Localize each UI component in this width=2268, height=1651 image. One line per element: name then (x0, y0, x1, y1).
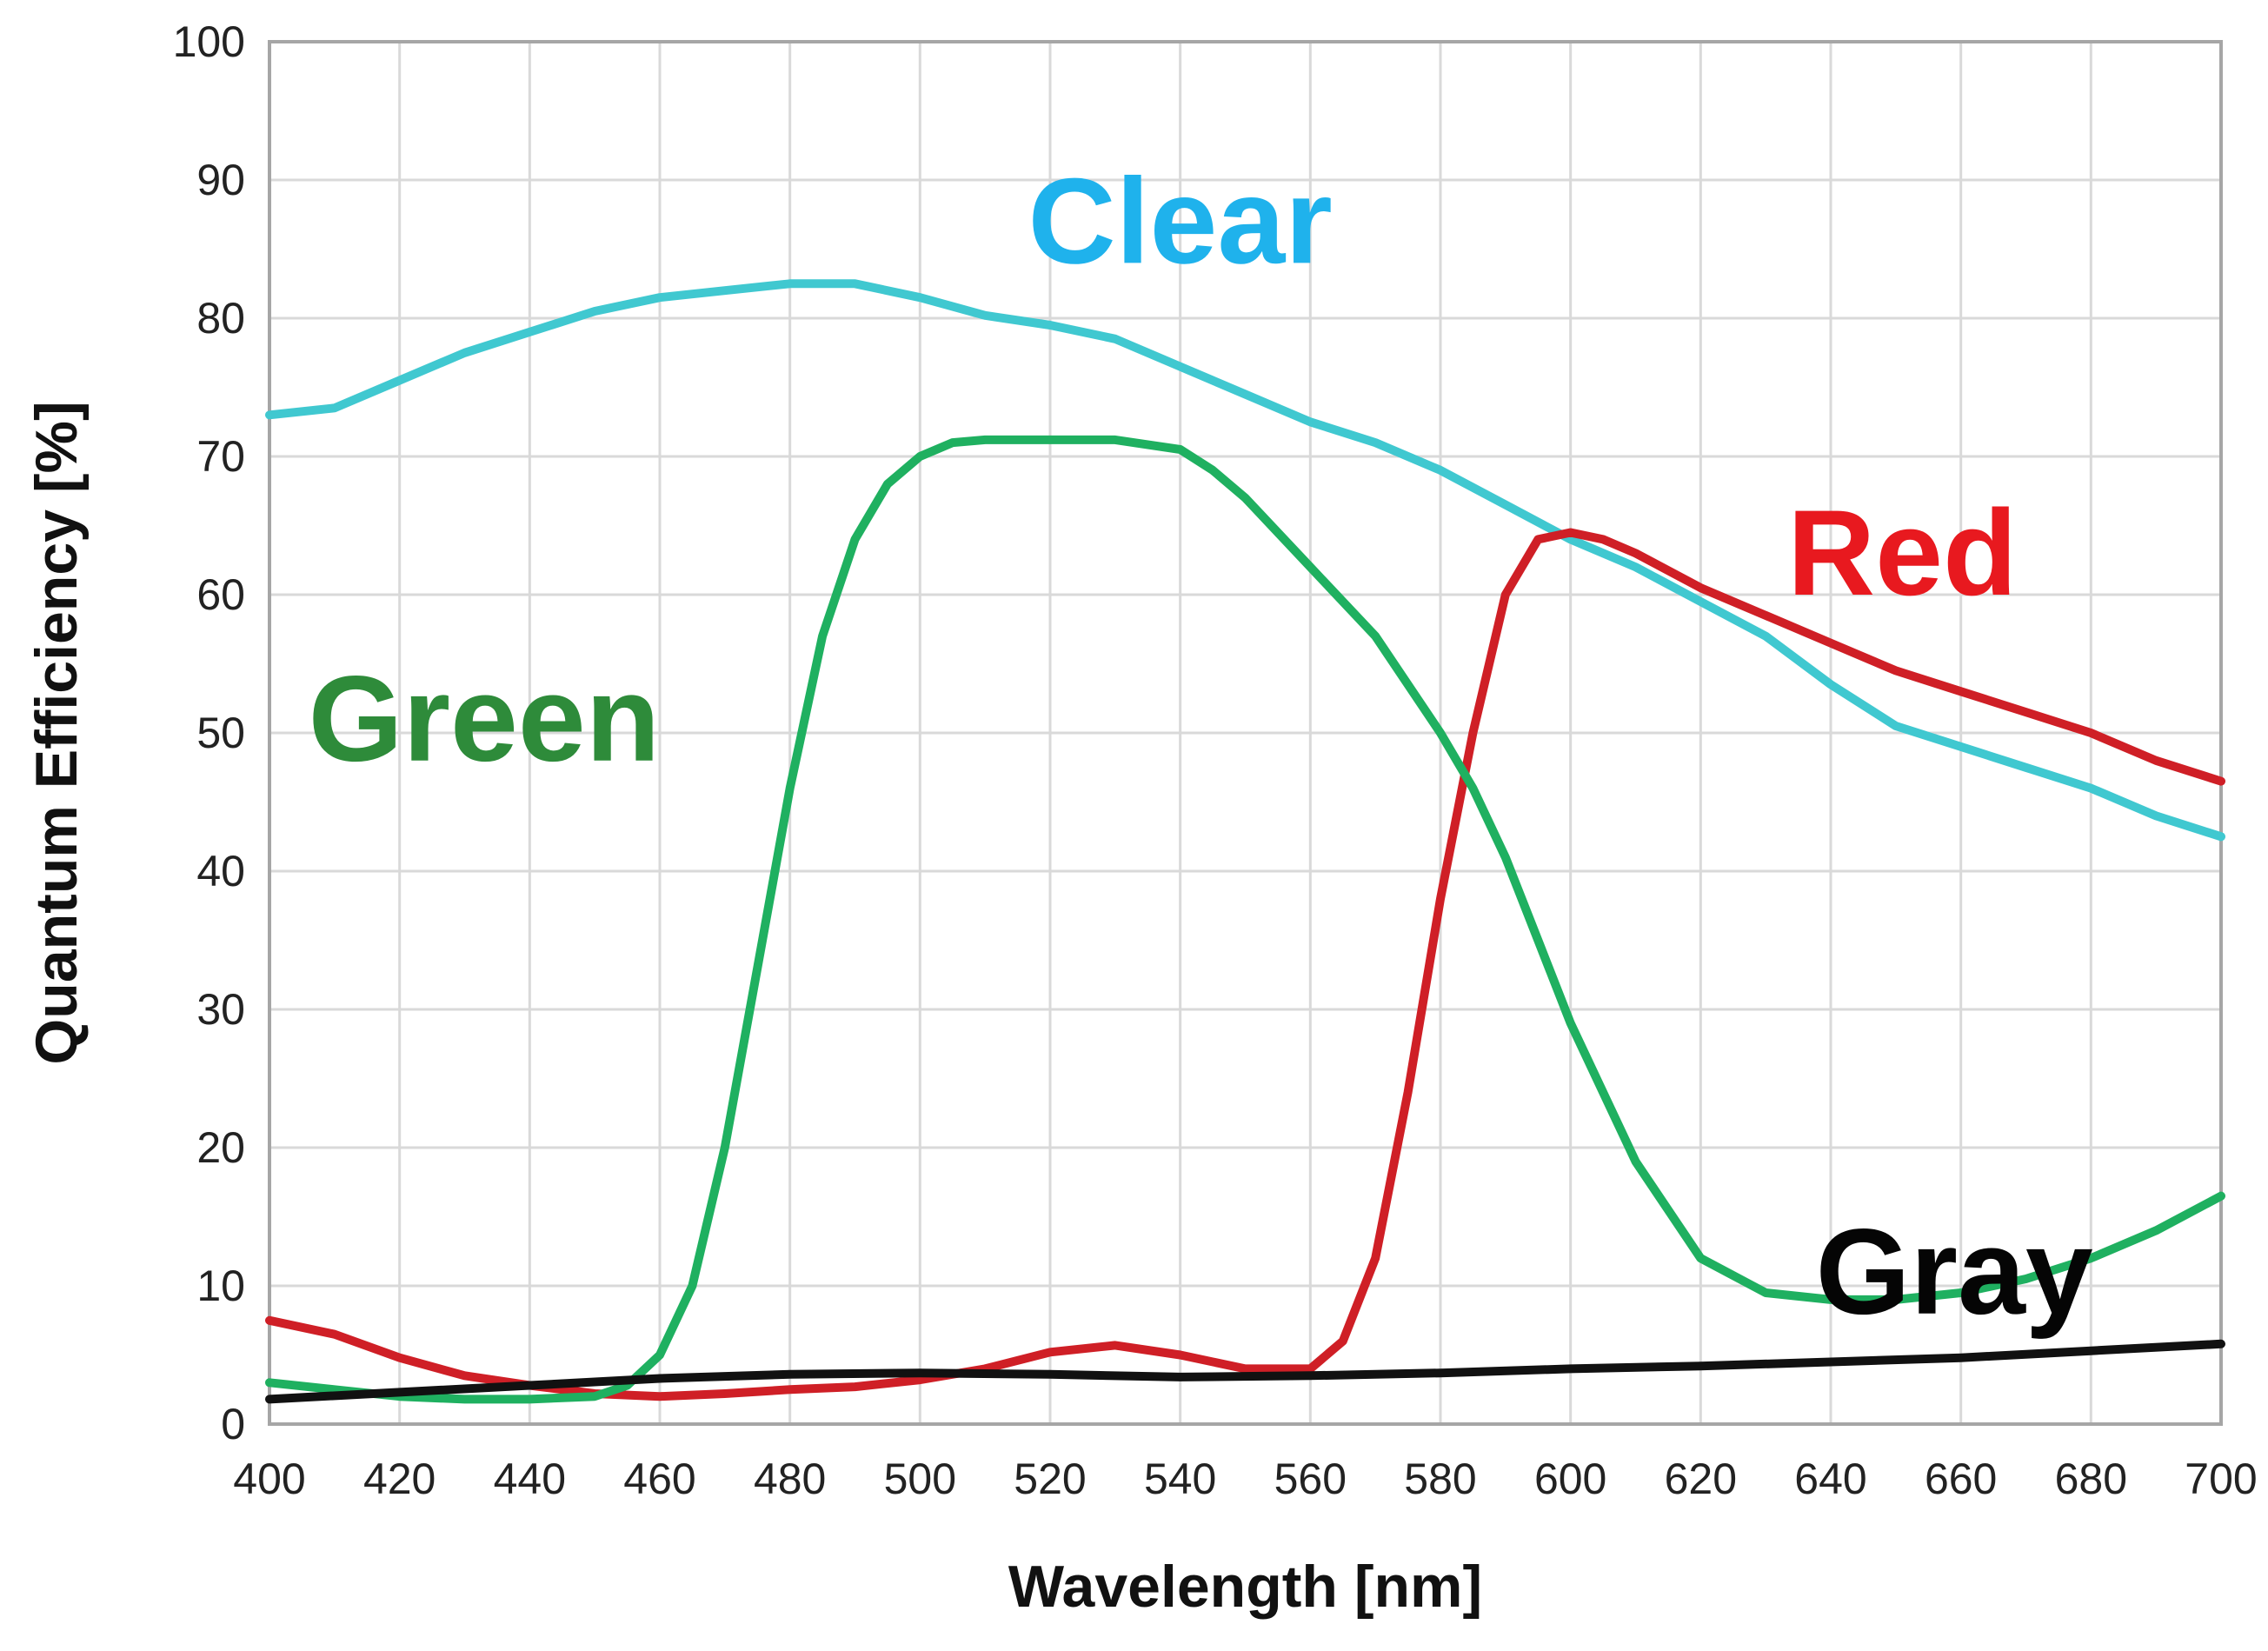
x-tick-label: 440 (494, 1455, 566, 1503)
plot-area-frame (268, 40, 2223, 1426)
y-tick-label: 0 (221, 1400, 245, 1448)
x-tick-labels: 400 420 440 460 480 500 520 540 560 580 600 620 640 6… (233, 1455, 2257, 1503)
x-tick-label: 520 (1014, 1455, 1086, 1503)
series-line-gray (265, 1339, 2225, 1404)
x-tick-label: 580 (1404, 1455, 1476, 1503)
y-tick-label: 40 (196, 847, 245, 895)
x-tick-label: 400 (233, 1455, 305, 1503)
y-tick-labels: 0 10 20 30 40 50 60 70 80 90 100 (173, 17, 245, 1448)
x-tick-label: 460 (623, 1455, 695, 1503)
y-tick-label: 30 (196, 985, 245, 1034)
x-tick-label: 420 (363, 1455, 436, 1503)
y-tick-label: 90 (196, 156, 245, 204)
x-tick-label: 560 (1274, 1455, 1347, 1503)
y-tick-label: 70 (196, 432, 245, 481)
y-tick-label: 50 (196, 709, 245, 757)
series-line-red (265, 528, 2225, 1401)
series-lines (265, 279, 2225, 1404)
series-label-clear: Clear (1028, 152, 1333, 289)
series-label-gray: Gray (1816, 1203, 2093, 1340)
series-labels: Clear Green Red Gray (309, 152, 2093, 1339)
y-tick-label: 60 (196, 570, 245, 619)
x-tick-label: 680 (2055, 1455, 2127, 1503)
x-tick-label: 480 (754, 1455, 826, 1503)
y-tick-label: 20 (196, 1123, 245, 1172)
y-tick-label: 80 (196, 294, 245, 343)
x-tick-label: 640 (1794, 1455, 1866, 1503)
series-line-clear (265, 279, 2225, 842)
y-tick-label: 100 (173, 17, 245, 66)
y-axis-title: Quantum Efficiency [%] (23, 401, 90, 1064)
x-tick-label: 500 (884, 1455, 956, 1503)
x-tick-label: 700 (2185, 1455, 2257, 1503)
y-tick-label: 10 (196, 1262, 245, 1310)
x-tick-label: 660 (1925, 1455, 1997, 1503)
x-axis-title: Wavelength [nm] (1008, 1554, 1482, 1620)
x-tick-label: 540 (1144, 1455, 1216, 1503)
x-tick-label: 600 (1534, 1455, 1606, 1503)
series-label-red: Red (1787, 484, 2017, 621)
series-line-green (265, 435, 2225, 1404)
x-tick-label: 620 (1665, 1455, 1737, 1503)
series-label-green: Green (309, 650, 661, 787)
